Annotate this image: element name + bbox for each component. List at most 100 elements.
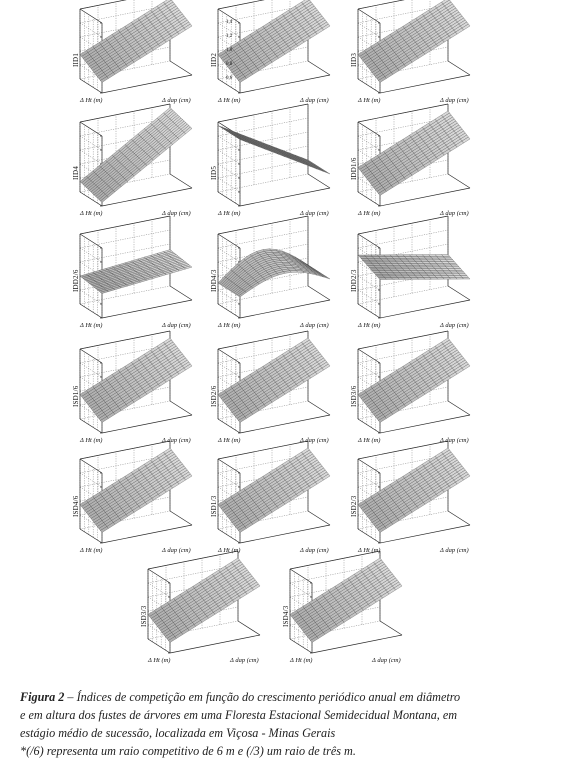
surface-mesh xyxy=(217,337,331,423)
ht-axis-label: Δ Ht (m) xyxy=(358,547,381,554)
box-frame xyxy=(147,550,261,654)
surface-svg xyxy=(289,550,403,654)
surface-plot-isd4-6: ISD4/6 Δ Ht (m) Δ dap (cm) xyxy=(62,440,232,565)
surface-svg xyxy=(217,330,331,434)
dap-axis-label: Δ dap (cm) xyxy=(300,97,329,104)
box-frame xyxy=(217,103,331,207)
surface-svg xyxy=(217,0,331,94)
ht-axis-label: Δ Ht (m) xyxy=(358,437,381,444)
dap-axis-label: Δ dap (cm) xyxy=(300,437,329,444)
z-axis-label: IDD4/3 xyxy=(210,269,218,292)
surface-plot-isd1-6: ISD1/6 Δ Ht (m) Δ dap (cm) xyxy=(62,330,232,455)
surface-mesh xyxy=(79,0,193,83)
surface-plot-iid3: IID3 Δ Ht (m) Δ dap (cm) xyxy=(340,0,510,115)
z-axis-label: IDD2/6 xyxy=(72,269,80,292)
surface-plot-isd4-3: ISD4/3 Δ Ht (m) Δ dap (cm) xyxy=(272,550,442,675)
surface-mesh xyxy=(79,249,193,294)
ht-axis-label: Δ Ht (m) xyxy=(218,210,241,217)
ht-axis-label: Δ Ht (m) xyxy=(358,97,381,104)
surface-svg xyxy=(147,550,261,654)
dap-axis-label: Δ dap (cm) xyxy=(162,322,191,329)
figure-caption: Figura 2 – Índices de competição em funç… xyxy=(20,688,572,760)
surface-plot-isd2-6: ISD2/6 Δ Ht (m) Δ dap (cm) xyxy=(200,330,370,455)
z-tick-label: 1,0 xyxy=(226,48,233,53)
surface-plot-isd3-3: ISD3/3 Δ Ht (m) Δ dap (cm) xyxy=(130,550,300,675)
ht-axis-label: Δ Ht (m) xyxy=(218,437,241,444)
surface-svg xyxy=(357,330,471,434)
dap-axis-label: Δ dap (cm) xyxy=(372,657,401,664)
caption-text-1: Índices de competição em função do cresc… xyxy=(76,690,461,704)
surface-mesh xyxy=(147,557,261,643)
dap-axis-label: Δ dap (cm) xyxy=(440,322,469,329)
z-axis-label: ISD3/3 xyxy=(140,605,148,627)
surface-mesh xyxy=(357,0,471,83)
z-axis-label: IID3 xyxy=(350,52,358,67)
dap-axis-label: Δ dap (cm) xyxy=(440,547,469,554)
ht-axis-label: Δ Ht (m) xyxy=(80,210,103,217)
ht-axis-label: Δ Ht (m) xyxy=(358,322,381,329)
z-axis-label: IDD1/6 xyxy=(350,157,358,180)
figure-grid: IID1 Δ Ht (m) Δ dap (cm) 1,4 1,2 1,0 0,8 0,6 IID… xyxy=(62,0,510,664)
dap-axis-label: Δ dap (cm) xyxy=(162,437,191,444)
surface-plot-isd2-3: ISD2/3 Δ Ht (m) Δ dap (cm) xyxy=(340,440,510,565)
ht-axis-label: Δ Ht (m) xyxy=(80,437,103,444)
z-axis-label: ISD4/3 xyxy=(282,605,290,627)
z-axis-label: IID4 xyxy=(72,165,80,180)
z-axis-label: IDD2/3 xyxy=(350,269,358,292)
z-axis-label: ISD2/6 xyxy=(210,385,218,407)
z-axis-label: ISD4/6 xyxy=(72,495,80,517)
surface-svg xyxy=(357,215,471,319)
surface-svg xyxy=(217,103,331,207)
ht-axis-label: Δ Ht (m) xyxy=(80,322,103,329)
z-tick-label: 0,8 xyxy=(226,62,233,67)
ht-axis-label: Δ Ht (m) xyxy=(148,657,171,664)
dap-axis-label: Δ dap (cm) xyxy=(300,322,329,329)
surface-svg xyxy=(79,440,193,544)
caption-dash: – xyxy=(64,690,77,704)
box-frame xyxy=(79,440,193,544)
z-axis-label: ISD1/3 xyxy=(210,495,218,517)
caption-line-3: estágio médio de sucessão, localizada em… xyxy=(20,726,336,740)
dap-axis-label: Δ dap (cm) xyxy=(300,210,329,217)
surface-mesh xyxy=(217,125,331,175)
surface-plot-idd2-3: IDD2/3 Δ Ht (m) Δ dap (cm) xyxy=(340,215,510,340)
z-tick-label: 0,6 xyxy=(226,76,233,81)
caption-line-4: *(/6) representa um raio competitivo de … xyxy=(20,744,356,758)
dap-axis-label: Δ dap (cm) xyxy=(162,97,191,104)
ht-axis-label: Δ Ht (m) xyxy=(218,322,241,329)
z-axis-label: ISD2/3 xyxy=(350,495,358,517)
surface-mesh xyxy=(289,557,403,643)
z-axis-label: ISD1/6 xyxy=(72,385,80,407)
surface-plot-idd1-6: IDD1/6 Δ Ht (m) Δ dap (cm) xyxy=(340,103,510,228)
caption-line-2: e em altura dos fustes de árvores em uma… xyxy=(20,708,458,722)
surface-svg xyxy=(217,440,331,544)
surface-plot-isd1-3: ISD1/3 Δ Ht (m) Δ dap (cm) xyxy=(200,440,370,565)
caption-label: Figura 2 xyxy=(20,690,65,704)
surface-mesh xyxy=(357,447,471,533)
dap-axis-label: Δ dap (cm) xyxy=(440,437,469,444)
dap-axis-label: Δ dap (cm) xyxy=(440,97,469,104)
z-axis-label: ISD3/6 xyxy=(350,385,358,407)
surface-svg xyxy=(79,103,193,207)
surface-mesh xyxy=(79,447,193,533)
surface-plot-idd2-6: IDD2/6 Δ Ht (m) Δ dap (cm) xyxy=(62,215,232,340)
surface-svg xyxy=(357,440,471,544)
surface-plot-iid2: 1,4 1,2 1,0 0,8 0,6 IID2 Δ Ht (m) Δ dap (cm) xyxy=(200,0,370,115)
surface-mesh xyxy=(79,107,193,203)
dap-axis-label: Δ dap (cm) xyxy=(162,547,191,554)
surface-plot-idd4-3: IDD4/3 Δ Ht (m) Δ dap (cm) xyxy=(200,215,370,340)
surface-mesh xyxy=(217,0,331,83)
ht-axis-label: Δ Ht (m) xyxy=(80,97,103,104)
dap-axis-label: Δ dap (cm) xyxy=(230,657,259,664)
surface-svg xyxy=(79,0,193,94)
ht-axis-label: Δ Ht (m) xyxy=(80,547,103,554)
dap-axis-label: Δ dap (cm) xyxy=(300,547,329,554)
dap-axis-label: Δ dap (cm) xyxy=(440,210,469,217)
surface-mesh xyxy=(79,337,193,423)
surface-svg xyxy=(357,0,471,94)
surface-mesh xyxy=(357,110,471,196)
surface-plot-iid1: IID1 Δ Ht (m) Δ dap (cm) xyxy=(62,0,232,115)
surface-mesh xyxy=(357,337,471,423)
surface-svg xyxy=(79,215,193,319)
surface-mesh xyxy=(357,254,471,280)
